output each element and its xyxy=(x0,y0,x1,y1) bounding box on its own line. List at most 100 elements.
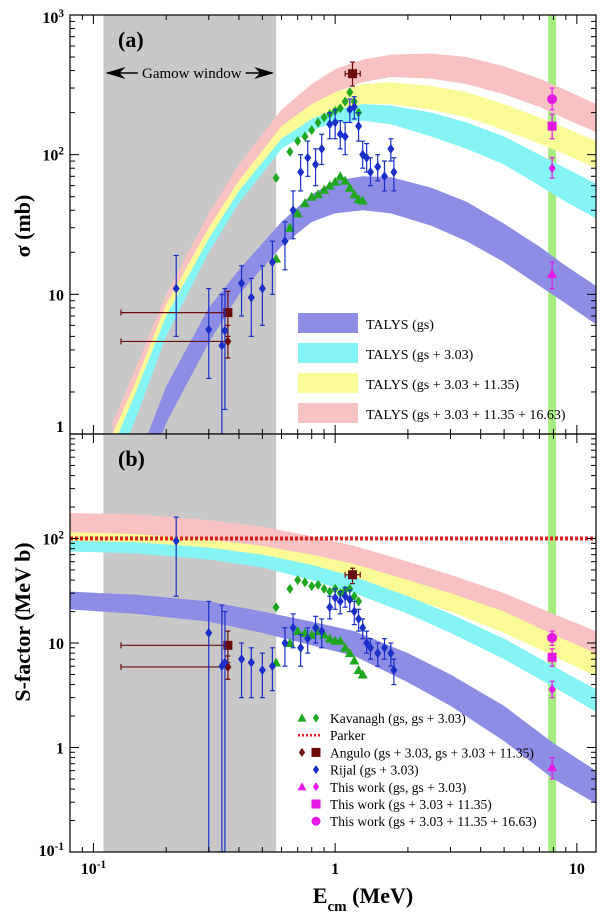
y-tick-label: 1 xyxy=(56,419,64,436)
series-this-work-gs-3-03-11-35- xyxy=(547,648,557,667)
legend-marker xyxy=(297,782,307,791)
data-point xyxy=(223,640,233,650)
panel-b: 10-1 1 10 102 (b) 10-1 1 10 Ecm (MeV) Kavanagh (g… xyxy=(39,433,597,915)
data-point xyxy=(318,143,326,154)
data-point xyxy=(238,278,246,289)
gamow-arrow-right-icon xyxy=(254,67,275,79)
data-point xyxy=(299,198,310,208)
data-point xyxy=(387,648,395,659)
axis-titles: σ (mb) S-factor (MeV b) xyxy=(10,195,35,702)
data-point xyxy=(344,648,355,658)
legend-label: TALYS (gs + 3.03 + 11.35) xyxy=(366,378,519,393)
data-point xyxy=(340,642,351,652)
legend-marker xyxy=(312,765,320,775)
y-tick-label: 10 xyxy=(48,636,64,653)
data-point xyxy=(292,626,303,636)
data-point xyxy=(284,222,295,232)
data-point xyxy=(349,189,360,199)
ticks xyxy=(69,433,596,853)
data-point xyxy=(335,171,346,181)
panel-label: (a) xyxy=(118,27,144,52)
data-point xyxy=(314,579,322,590)
series-kavanagh-gs- xyxy=(271,171,368,263)
data-point xyxy=(341,591,349,602)
data-point xyxy=(172,535,180,546)
band-talys-gs-3-03- xyxy=(70,540,596,712)
data-point xyxy=(224,336,232,347)
data-point xyxy=(341,96,349,107)
data-point xyxy=(350,101,358,112)
y-tick-label: 10 xyxy=(48,287,64,304)
x-tick-label: 10-1 xyxy=(81,859,107,878)
data-point xyxy=(268,661,276,672)
data-point xyxy=(306,191,317,201)
y-tick-label: 102 xyxy=(42,530,64,549)
data-point xyxy=(326,586,334,597)
data-point xyxy=(172,283,180,294)
band-talys-gs- xyxy=(70,591,596,804)
data-point xyxy=(301,131,309,142)
legend-label: This work (gs, gs + 3.03) xyxy=(330,780,466,795)
data-point xyxy=(355,613,363,624)
data-point xyxy=(320,583,328,594)
series-kavanagh-gs-3-03- xyxy=(272,575,363,613)
data-point xyxy=(324,633,335,643)
data-point xyxy=(238,654,246,665)
data-point xyxy=(221,325,229,336)
data-point xyxy=(292,208,303,218)
series-rijal-gs-3-03- xyxy=(172,516,398,852)
band-talys-gs-3-03-11-35-16-63- xyxy=(112,53,596,434)
x-tick-label: 1 xyxy=(331,861,339,878)
legend-swatch xyxy=(298,403,358,423)
panel-label: (b) xyxy=(118,446,145,471)
data-point xyxy=(294,136,302,147)
data-point xyxy=(548,684,556,695)
y-tick-label: 103 xyxy=(42,8,64,27)
data-point xyxy=(289,622,297,633)
gamow-arrow-left-icon xyxy=(105,67,126,79)
x-tick-label: 10 xyxy=(569,861,585,878)
data-point xyxy=(286,146,294,157)
data-point xyxy=(390,167,398,178)
data-point xyxy=(312,159,320,170)
gamow-window-region xyxy=(103,434,277,852)
data-point xyxy=(363,638,371,648)
data-point xyxy=(348,69,358,79)
data-point xyxy=(547,632,558,643)
data-point xyxy=(272,173,280,184)
data-point xyxy=(324,180,335,190)
legend-marker xyxy=(311,816,321,826)
data-point xyxy=(319,184,330,194)
series-angulo-gs-3-03-11-35- xyxy=(120,567,361,664)
data-point xyxy=(258,665,266,676)
data-point xyxy=(547,94,558,105)
data-point xyxy=(346,583,354,594)
data-point xyxy=(366,167,374,178)
series-this-work-gs-3-03- xyxy=(548,157,556,179)
data-point xyxy=(223,308,233,318)
legend-label: TALYS (gs + 3.03) xyxy=(366,348,474,363)
panel-a-ylabel: σ (mb) xyxy=(10,195,35,258)
data-point xyxy=(374,648,382,659)
data-point xyxy=(346,87,354,98)
x-axis-label: Ecm (MeV) xyxy=(313,883,413,911)
series-this-work-gs-3-03-11-35-16-63- xyxy=(547,630,558,646)
data-point xyxy=(344,182,355,192)
gamow-label-bg xyxy=(137,63,246,83)
data-point xyxy=(366,642,374,653)
data-point xyxy=(326,602,334,613)
series-this-work-gs- xyxy=(547,261,558,290)
legend-marker xyxy=(311,747,321,757)
data-point xyxy=(340,175,351,185)
data-point xyxy=(348,570,358,580)
data-point xyxy=(363,152,371,163)
data-point xyxy=(355,121,363,132)
data-point xyxy=(286,583,294,594)
plot-area xyxy=(103,15,596,434)
data-point xyxy=(353,665,364,675)
legend-marker xyxy=(298,747,306,757)
legend-marker xyxy=(312,713,320,723)
legend-swatch xyxy=(298,343,358,363)
